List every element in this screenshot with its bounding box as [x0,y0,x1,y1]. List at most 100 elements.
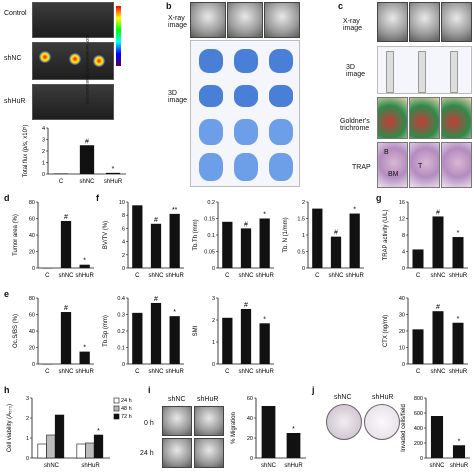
chart-tb-sp: 0 0.1 0.2 0.3 0.4 Tb.Sp (mm) C shNC # shHuR * [103,296,185,375]
significance-marker: * [457,316,460,323]
chart-total-flux: 0 1 2 3 4 Total flux (p/s, x10⁵) C shNC # shHuR * [22,125,126,185]
panel-b-3d-label: 3D image [168,90,188,104]
3d-bone-image [377,46,472,94]
y-tick-label: 0.5 [297,250,305,256]
x-tick-label: shNC [328,273,344,279]
x-tick-label: C [416,369,421,375]
y-axis-label: % Migration [231,412,237,444]
legend-swatch [113,405,120,412]
significance-marker: * [353,207,356,214]
y-tick-label: 8 [122,213,125,219]
x-tick-label: C [59,179,64,185]
y-tick-label: 0 [42,172,45,178]
bar [54,414,65,459]
significance-marker: # [436,209,440,216]
bar [79,351,90,364]
panel-j-col-shnc: shNC [334,394,352,401]
panel-i-row-0h: 0 h [144,420,154,427]
y-tick-label: 12 [399,217,405,223]
bar [452,322,464,364]
chart-ctx: 0 10 20 30 40 CTX (ng/ml) C shNC # shHuR * [383,296,468,375]
y-tick-label: 3 [26,396,29,402]
trap-mark-bm: BM [388,171,399,178]
y-axis-label: SMI [193,325,199,336]
row-label-shnc: shNC [4,55,22,62]
colorbar [116,6,121,66]
trap-stain-image: B BM [377,142,408,188]
bar [150,302,162,364]
panel-c-images: B BM T [377,2,473,190]
x-tick-label: shHuR [165,369,184,375]
panel-i-row-24h: 24 h [140,450,154,457]
chart-cell-viability: 0 1 2 3 Cell viability (A₅₇₀) 24 h 48 h 72 h shN… [7,396,132,469]
invasion-dish-image [364,404,400,440]
bar [452,445,466,458]
bar [286,433,301,458]
y-tick-label: 0 [32,362,35,368]
x-tick-label: shNC [148,273,164,279]
bar [79,145,95,174]
y-tick-label: 800 [414,396,423,402]
y-tick-label: 60 [29,217,35,223]
panel-c-xray-label: X-ray image [343,18,363,32]
significance-marker: * [263,212,266,219]
migration-image [194,438,224,468]
goldner-stain-image [377,97,408,139]
y-tick-label: 1.5 [297,217,305,223]
panel-i-col-shnc: shNC [168,396,186,403]
x-tick-label: shNC [44,463,60,469]
bar [412,329,424,364]
x-tick-label: C [416,273,421,279]
panel-j-col-shhur: shHuR [372,394,394,401]
y-axis-label: TRAP activity (U/L) [383,210,389,261]
invasion-dish-image [326,404,362,440]
y-tick-label: 2 [26,416,29,422]
y-tick-label: 0 [302,266,305,272]
legend-label: 48 h [121,406,132,412]
y-tick-label: 30 [399,313,405,319]
panel-letter-h: h [4,385,10,395]
mouse-image-shnc [32,42,114,80]
legend-label: 24 h [121,398,132,404]
row-label-control: Control [4,10,27,17]
significance-marker: * [458,438,461,445]
y-tick-label: 2 [212,318,215,324]
y-tick-label: 0 [122,362,125,368]
y-tick-label: 3 [212,296,215,302]
x-tick-label: shHuR [450,463,469,469]
legend-label: 72 h [121,414,132,420]
trap-stain-image [441,142,472,188]
x-tick-label: C [225,273,230,279]
mouse-image-shhur [32,84,114,120]
significance-marker: * [173,309,176,316]
x-tick-label: shHuR [255,273,274,279]
panel-b-images [190,2,300,187]
trap-mark-t: T [418,163,423,170]
y-tick-label: 0 [402,362,405,368]
y-tick-label: 0 [250,456,253,462]
panel-letter-j: j [312,385,315,395]
significance-marker: # [85,138,89,145]
xray-image [441,2,472,42]
migration-image [162,406,192,436]
y-tick-label: 0 [26,456,29,462]
y-tick-label: 1 [42,161,45,167]
panel-a: Control shNC shHuR ×10⁷ luminescence (ph… [0,0,130,120]
y-tick-label: 80 [29,296,35,302]
bar [53,173,69,174]
significance-marker: # [334,230,338,237]
y-tick-label: 0.3 [117,313,125,319]
bar [169,316,180,364]
y-axis-label: Invaded cells/field [401,404,407,452]
y-tick-label: 8 [402,233,405,239]
y-tick-label: 0.05 [204,250,215,256]
bar [452,237,464,268]
row-label-shhur: shHuR [4,98,26,105]
bar [330,236,342,268]
y-tick-label: 40 [247,416,253,422]
bar [150,223,162,268]
bar [132,312,143,364]
y-tick-label: 0 [420,456,423,462]
x-tick-label: C [45,273,50,279]
panel-c-goldner-label: Goldner's trichrome [340,118,370,132]
